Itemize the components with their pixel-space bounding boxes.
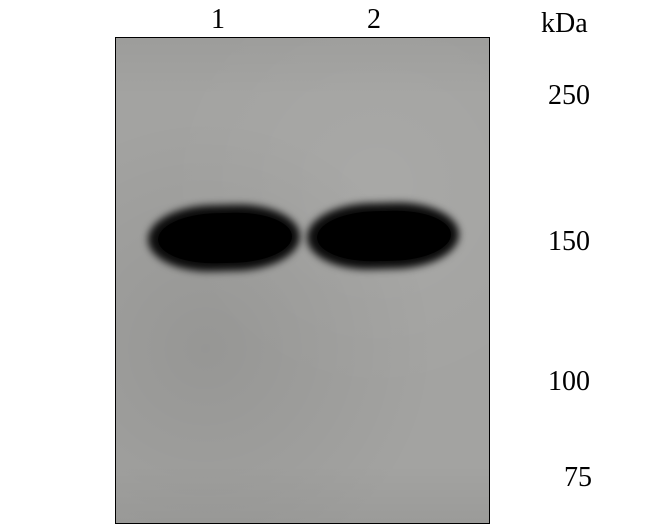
unit-label-kda: kDa bbox=[541, 8, 588, 40]
blot-membrane bbox=[115, 37, 490, 524]
lane-label-1: 1 bbox=[211, 4, 225, 36]
marker-75: 75 bbox=[564, 462, 592, 494]
marker-250: 250 bbox=[548, 80, 590, 112]
figure-root: { "canvas": { "width": 650, "height": 53… bbox=[0, 0, 650, 532]
marker-150: 150 bbox=[548, 226, 590, 258]
lane-label-2: 2 bbox=[367, 4, 381, 36]
marker-100: 100 bbox=[548, 366, 590, 398]
